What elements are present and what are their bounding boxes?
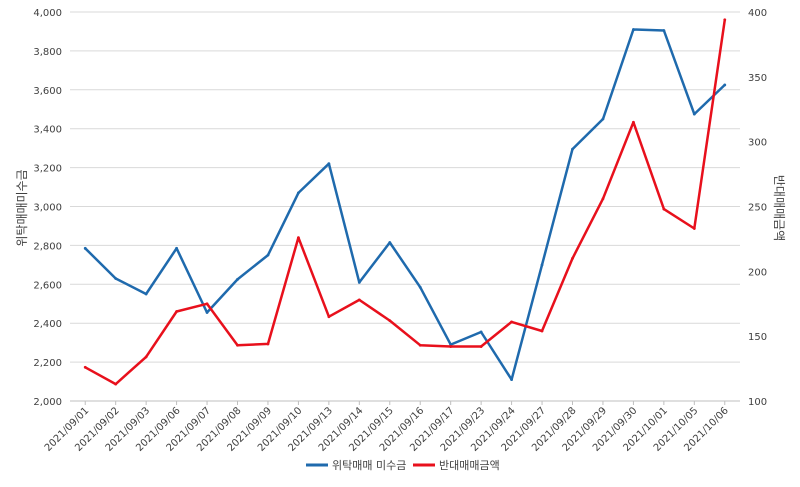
legend: 위탁매매 미수금 반대매매금액 xyxy=(306,459,500,472)
right-tick-label: 200 xyxy=(748,267,767,278)
series-2-point xyxy=(144,355,148,359)
series-line-2 xyxy=(84,19,727,386)
series-1-point xyxy=(662,29,666,32)
left-tick-label: 3,400 xyxy=(33,125,62,136)
series-2-point xyxy=(266,342,270,346)
series-1-point xyxy=(357,280,361,284)
right-tick-label: 250 xyxy=(748,203,767,214)
left-tick-label: 2,200 xyxy=(33,358,62,369)
right-axis-ticks: 100 150 200 250 300 350 400 xyxy=(748,8,767,408)
series-2-point xyxy=(388,319,392,323)
left-tick-label: 2,600 xyxy=(33,280,62,291)
series-1-point xyxy=(510,378,513,382)
series-1-point xyxy=(236,278,239,281)
right-axis-label: 반대매매금액 xyxy=(772,175,786,241)
series-1-point xyxy=(540,263,544,267)
series-2-point xyxy=(175,310,178,313)
series-1-point xyxy=(388,241,392,244)
series-1-point xyxy=(601,117,605,121)
gridlines xyxy=(70,11,740,402)
series-2-point xyxy=(327,315,331,319)
series-2-point xyxy=(357,298,361,302)
series-2-point xyxy=(205,302,209,306)
left-axis-label: 위탁매매미수금 xyxy=(15,169,29,246)
right-tick-label: 350 xyxy=(748,73,767,84)
series-2-point xyxy=(114,382,118,386)
left-tick-label: 3,000 xyxy=(33,203,62,214)
left-tick-label: 4,000 xyxy=(33,8,62,19)
series-1-point xyxy=(632,28,635,31)
series-2-point xyxy=(510,320,513,324)
left-tick-label: 2,800 xyxy=(33,241,62,252)
series-1-point xyxy=(83,246,87,250)
right-tick-label: 300 xyxy=(748,138,767,149)
left-tick-label: 3,600 xyxy=(33,86,62,97)
left-tick-label: 3,800 xyxy=(33,47,62,58)
x-axis-ticks: 2021/09/012021/09/022021/09/032021/09/06… xyxy=(43,401,731,454)
series-2-point xyxy=(571,256,574,260)
left-tick-label: 3,200 xyxy=(33,164,62,175)
series-1-point xyxy=(297,191,300,195)
series-2-point xyxy=(632,120,635,124)
series-lines xyxy=(83,18,727,386)
series-2-point xyxy=(297,236,300,240)
right-tick-label: 100 xyxy=(748,397,767,408)
series-1-point xyxy=(327,162,331,166)
right-tick-label: 400 xyxy=(748,8,767,19)
series-2-point xyxy=(723,18,727,22)
series-1-point xyxy=(723,83,727,87)
series-1-point xyxy=(571,147,574,151)
right-tick-label: 150 xyxy=(748,332,767,343)
series-2-point xyxy=(662,207,666,211)
left-axis-ticks: 2,000 2,200 2,400 2,600 2,800 3,000 3,200 3,400… xyxy=(33,8,62,408)
series-2-point xyxy=(692,227,696,230)
series-1-point xyxy=(479,330,483,334)
legend-label-2: 반대매매금액 xyxy=(439,459,500,472)
series-1-point xyxy=(175,246,178,250)
series-2-point xyxy=(236,343,239,347)
series-2-point xyxy=(449,345,453,348)
series-2-point xyxy=(601,197,605,201)
series-1-point xyxy=(114,277,118,280)
series-1-point xyxy=(144,292,148,296)
series-2-point xyxy=(418,343,422,347)
left-tick-label: 2,400 xyxy=(33,319,62,330)
series-line-1 xyxy=(84,28,726,381)
series-1-point xyxy=(266,253,270,257)
series-1-point xyxy=(418,285,422,289)
series-2-point xyxy=(479,345,483,348)
left-tick-label: 2,000 xyxy=(33,397,62,408)
legend-label-1: 위탁매매 미수금 xyxy=(332,459,406,472)
series-1-point xyxy=(692,112,696,116)
series-1-point xyxy=(205,311,209,314)
series-2-point xyxy=(83,365,87,369)
series-2-point xyxy=(540,329,544,333)
